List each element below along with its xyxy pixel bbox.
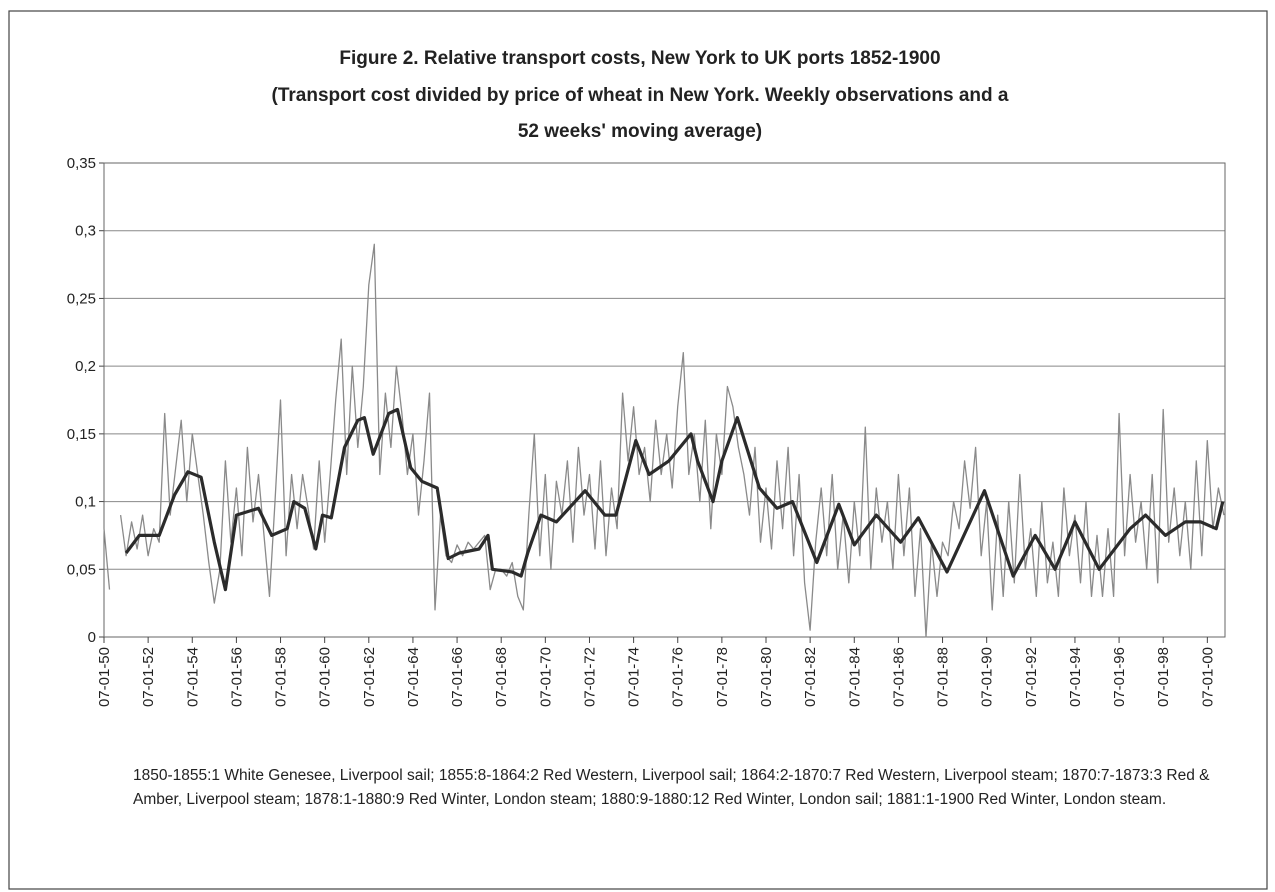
x-tick-label: 07-01-86 [890, 647, 907, 707]
x-tick-label: 07-01-90 [979, 647, 996, 707]
y-tick-label: 0,35 [67, 155, 96, 172]
x-tick-label: 07-01-70 [537, 647, 554, 707]
x-tick-label: 07-01-82 [802, 647, 819, 707]
x-tick-label: 07-01-78 [714, 647, 731, 707]
x-tick-label: 07-01-72 [581, 647, 598, 707]
x-tick-label: 07-01-66 [449, 647, 466, 707]
series-line [124, 407, 1225, 592]
x-tick-label: 07-01-64 [405, 647, 422, 707]
y-tick-label: 0,1 [75, 494, 96, 511]
x-tick-label: 07-01-88 [935, 647, 952, 707]
x-tick-label: 07-01-00 [1199, 647, 1216, 707]
x-tick-label: 07-01-52 [140, 647, 157, 707]
x-tick-label: 07-01-92 [1023, 647, 1040, 707]
series-line [119, 243, 1225, 638]
x-tick-label: 07-01-76 [670, 647, 687, 707]
x-tick-label: 07-01-54 [184, 647, 201, 707]
x-tick-label: 07-01-96 [1111, 647, 1128, 707]
x-tick-label: 07-01-50 [96, 647, 113, 707]
chart-subtitle: (Transport cost divided by price of whea… [272, 85, 1009, 106]
x-tick-label: 07-01-80 [758, 647, 775, 707]
frame [8, 10, 1268, 890]
x-tick-label: 07-01-62 [361, 647, 378, 707]
x-tick-label: 07-01-94 [1067, 647, 1084, 707]
y-tick-label: 0,2 [75, 358, 96, 375]
chart-subtitle: 52 weeks' moving average) [518, 121, 762, 142]
x-tick-label: 07-01-68 [493, 647, 510, 707]
x-tick-label: 07-01-58 [273, 647, 290, 707]
chart-title: Figure 2. Relative transport costs, New … [339, 48, 940, 69]
x-tick-label: 07-01-84 [846, 647, 863, 707]
x-tick-label: 07-01-56 [228, 647, 245, 707]
y-tick-label: 0,25 [67, 290, 96, 307]
y-tick-label: 0 [88, 629, 96, 646]
y-tick-label: 0,05 [67, 561, 96, 578]
x-tick-label: 07-01-74 [626, 647, 643, 707]
footnote: 1850-1855:1 White Genesee, Liverpool sai… [133, 767, 1210, 808]
y-tick-label: 0,3 [75, 223, 96, 240]
x-tick-label: 07-01-60 [317, 647, 334, 707]
x-tick-label: 07-01-98 [1155, 647, 1172, 707]
plot-border [103, 162, 1226, 638]
series-line [103, 528, 111, 590]
y-tick-label: 0,15 [67, 426, 96, 443]
